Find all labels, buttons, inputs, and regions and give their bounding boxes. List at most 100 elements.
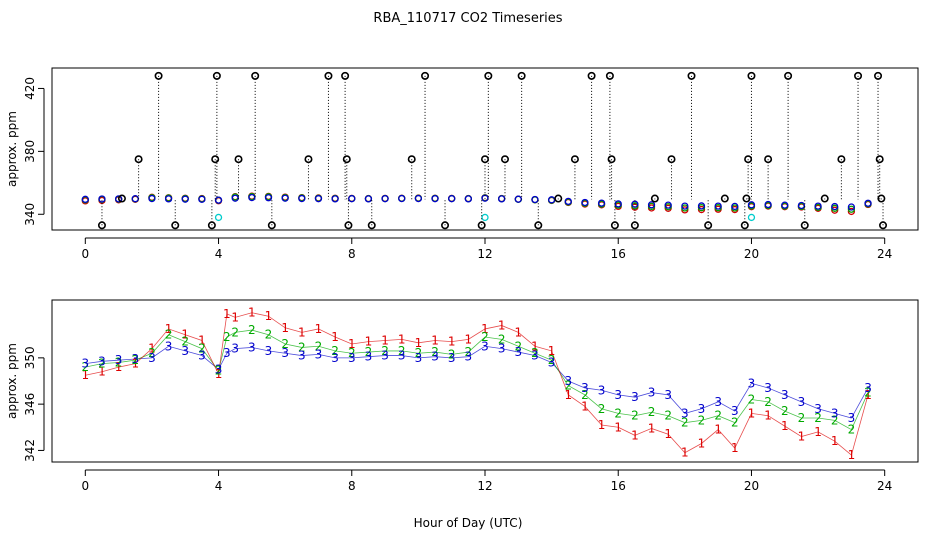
data-point-label: 1 <box>198 334 206 348</box>
y-tick-label: 340 <box>23 203 37 226</box>
data-point <box>117 194 126 203</box>
data-point <box>407 155 416 164</box>
data-point <box>134 155 143 164</box>
data-point-label: 1 <box>148 342 156 356</box>
data-point <box>164 195 173 203</box>
data-point <box>570 155 579 164</box>
data-point <box>610 221 619 230</box>
x-tick-label: 20 <box>744 247 759 261</box>
data-point-label: 1 <box>581 399 589 413</box>
data-point <box>781 201 789 209</box>
data-point-label: 3 <box>81 357 89 371</box>
data-point-label: 3 <box>498 342 506 356</box>
data-point <box>564 197 572 206</box>
data-point <box>820 194 829 203</box>
panel-top-y-axis: 340 380 420 <box>23 77 45 226</box>
data-point <box>381 195 389 203</box>
data-point <box>214 213 223 222</box>
data-point-label: 1 <box>531 339 539 353</box>
data-point <box>324 71 333 80</box>
data-point-label: 1 <box>798 430 806 444</box>
data-point <box>298 194 306 203</box>
y-tick-label: 342 <box>23 439 37 462</box>
data-point <box>98 195 106 203</box>
data-point-label: 3 <box>564 374 572 388</box>
data-point <box>484 71 493 80</box>
data-point-label: 2 <box>298 340 306 354</box>
data-point-label: 2 <box>398 344 406 358</box>
data-point-label: 2 <box>198 342 206 356</box>
data-point-label: 1 <box>115 360 123 374</box>
data-point-label: 3 <box>348 351 356 365</box>
data-point <box>154 71 163 80</box>
data-point-label: 3 <box>798 395 806 409</box>
data-point <box>181 195 189 203</box>
data-point <box>207 221 216 230</box>
data-point-label: 2 <box>281 337 289 351</box>
data-point <box>421 71 430 80</box>
data-point <box>831 202 839 211</box>
data-point <box>264 194 273 202</box>
data-point-label: 3 <box>598 383 606 397</box>
data-point-label: 2 <box>215 364 223 378</box>
data-point-label: 1 <box>398 332 406 346</box>
x-tick-label: 0 <box>81 247 89 261</box>
data-point <box>681 202 689 210</box>
data-point-label: 2 <box>681 416 689 430</box>
data-point <box>211 155 220 164</box>
data-point-label: 2 <box>698 413 706 427</box>
data-point-label: 3 <box>448 351 456 365</box>
data-point-label: 2 <box>348 346 356 360</box>
data-point-label: 1 <box>681 446 689 460</box>
data-point <box>248 193 256 202</box>
data-point-label: 2 <box>223 330 231 344</box>
data-point-label: 3 <box>664 388 672 402</box>
data-point-label: 1 <box>731 441 739 455</box>
x-axis-title: Hour of Day (UTC) <box>414 516 523 530</box>
data-point-label: 2 <box>631 409 639 423</box>
data-point <box>814 202 822 210</box>
data-point-label: 1 <box>215 367 223 381</box>
data-point-label: 3 <box>281 346 289 360</box>
data-point-label: 2 <box>864 386 872 400</box>
data-point-label: 1 <box>831 434 839 448</box>
data-point <box>198 195 206 203</box>
data-point-label: 3 <box>165 339 173 353</box>
data-point <box>800 221 809 230</box>
data-point <box>744 155 753 164</box>
data-point <box>740 221 749 230</box>
data-point-label: 3 <box>98 354 106 368</box>
data-point <box>212 71 221 80</box>
data-point-label: 1 <box>348 337 356 351</box>
data-point-label: 2 <box>581 388 589 402</box>
data-point <box>414 194 423 203</box>
data-point-label: 3 <box>331 351 339 365</box>
data-point <box>587 71 596 80</box>
data-point <box>879 221 888 230</box>
data-point-label: 1 <box>598 418 606 432</box>
data-point-label: 3 <box>131 352 139 366</box>
series-line <box>85 312 869 456</box>
data-point <box>480 155 489 164</box>
data-point <box>854 71 863 80</box>
data-point-label: 2 <box>131 353 139 367</box>
data-point <box>534 221 543 230</box>
data-point-label: 2 <box>415 346 423 360</box>
data-point-label: 1 <box>281 321 289 335</box>
data-point-label: 1 <box>431 334 439 348</box>
data-point-label: 1 <box>564 388 572 402</box>
data-point <box>398 194 406 203</box>
data-point <box>714 202 722 210</box>
data-point-label: 2 <box>814 411 822 425</box>
data-point-label: 2 <box>181 335 189 349</box>
data-point <box>448 195 456 203</box>
panel-top-y-label: approx. ppm <box>5 111 19 187</box>
panel-bottom-x-axis: 0 4 8 12 16 20 24 <box>81 469 892 493</box>
data-point-label: 1 <box>481 322 489 336</box>
data-point-label: 3 <box>814 402 822 416</box>
data-point <box>764 200 772 209</box>
data-point-label: 2 <box>714 409 722 423</box>
data-point-label: 3 <box>415 351 423 365</box>
data-point-label: 1 <box>748 406 756 420</box>
